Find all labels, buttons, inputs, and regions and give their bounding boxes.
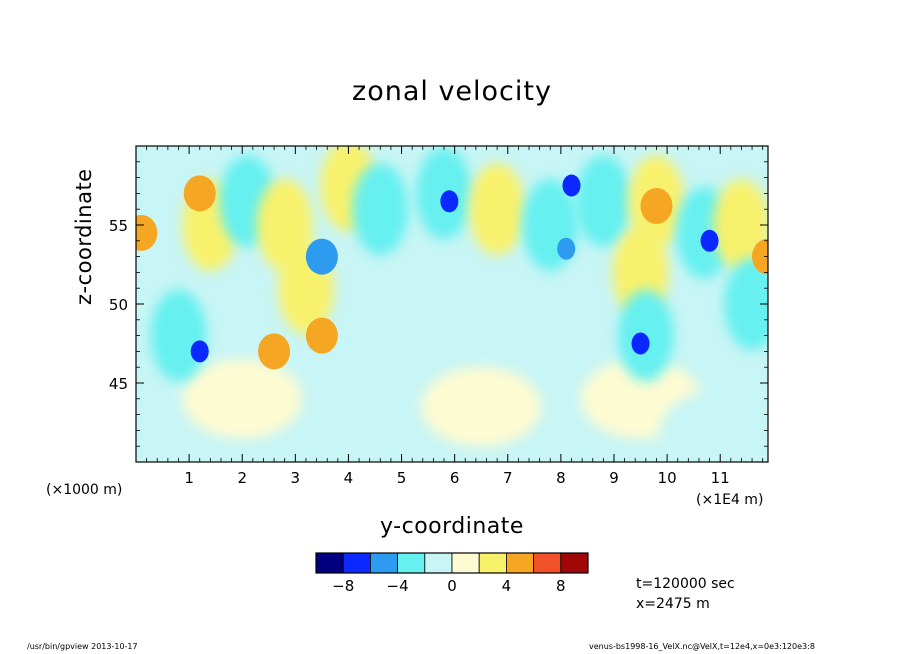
colorbar-label-4: 8: [556, 577, 566, 595]
x-axis-unit-right: (×1E4 m): [696, 492, 764, 508]
colorbar-swatch-6: [478, 552, 507, 574]
colorbar-label-1: −4: [387, 577, 409, 595]
time-info: t=120000 sec: [636, 576, 735, 592]
colorbar-label-2: 0: [447, 577, 457, 595]
colorbar-swatch-9: [560, 552, 589, 574]
x-tick-label-10: 10: [658, 469, 677, 487]
contour-region-31: [190, 340, 209, 363]
colorbar-label-3: 4: [502, 577, 512, 595]
contour-region-32: [440, 190, 459, 213]
contour-region-16: [575, 155, 632, 248]
contour-regions: [136, 146, 768, 462]
colorbar-swatch-1: [342, 552, 371, 574]
x-tick-label-11: 11: [711, 469, 730, 487]
y-axis-label: z-coordinate: [72, 168, 96, 305]
contour-region-33: [562, 174, 581, 197]
contour-region-23: [183, 175, 216, 212]
y-tick-label-55: 55: [109, 217, 128, 235]
contour-region-12: [352, 163, 409, 256]
colorbar-swatch-5: [451, 552, 480, 574]
contour-region-24: [136, 214, 158, 251]
x-tick-label-8: 8: [556, 469, 566, 487]
x-axis-unit-left: (×1000 m): [46, 482, 123, 498]
contour-region-1: [421, 366, 542, 447]
y-tick-label-45: 45: [109, 375, 128, 393]
x-tick-label-3: 3: [291, 469, 301, 487]
chart-title: zonal velocity: [352, 76, 552, 107]
x-axis-label: y-coordinate: [380, 514, 524, 539]
contour-region-30: [557, 237, 576, 260]
x-tick-label-2: 2: [237, 469, 247, 487]
x-tick-label-5: 5: [397, 469, 407, 487]
x-tick-label-6: 6: [450, 469, 460, 487]
contour-region-25: [305, 238, 338, 275]
contour-region-22: [724, 258, 768, 350]
position-info: x=2475 m: [636, 596, 710, 612]
colorbar-swatch-0: [315, 552, 344, 574]
contour-region-27: [258, 333, 291, 370]
colorbar-swatch-4: [424, 552, 453, 574]
contour-region-26: [305, 317, 338, 354]
x-tick-label-9: 9: [609, 469, 619, 487]
contour-region-14: [469, 163, 526, 256]
colorbar-label-0: −8: [332, 577, 354, 595]
y-tick-label-50: 50: [109, 296, 128, 314]
x-tick-label-7: 7: [503, 469, 513, 487]
contour-region-34: [631, 332, 650, 355]
contour-region-28: [640, 188, 673, 225]
colorbar-swatch-3: [397, 552, 426, 574]
x-tick-label-1: 1: [184, 469, 194, 487]
colorbar-swatch-7: [505, 552, 534, 574]
footer-left: /usr/bin/gpview 2013-10-17: [27, 642, 138, 651]
contour-region-3: [660, 390, 768, 462]
contour-region-29: [752, 238, 768, 275]
colorbar: −8 −4 0 4 8: [315, 552, 589, 595]
contour-region-0: [182, 358, 303, 439]
colorbar-swatch-2: [369, 552, 398, 574]
contour-region-35: [700, 229, 719, 252]
x-tick-label-4: 4: [344, 469, 354, 487]
contour-region-4: [394, 226, 451, 319]
colorbar-swatch-8: [533, 552, 562, 574]
contour-region-11: [150, 289, 207, 382]
footer-right: venus-bs1998-16_VelX.nc@VelX,t=12e4,x=0e…: [589, 642, 815, 651]
colorbar-frame: [315, 552, 589, 574]
